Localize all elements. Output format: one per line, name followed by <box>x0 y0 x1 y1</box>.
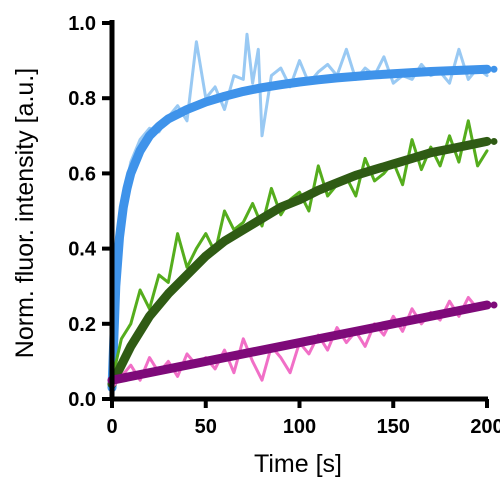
x-tick-label-50: 50 <box>195 416 217 438</box>
series-2-raw-line <box>110 119 489 382</box>
y-tick-label-0.2: 0.2 <box>68 314 96 336</box>
y-axis-title: Norm. fluor. intensity [a.u.] <box>11 68 39 358</box>
series-layer <box>107 32 492 393</box>
x-axis-title: Time [s] <box>254 450 342 478</box>
y-tick-label-0.6: 0.6 <box>68 163 96 185</box>
series-end-marker-2 <box>490 301 498 309</box>
x-tick-label-100: 100 <box>283 416 316 438</box>
x-tick-label-150: 150 <box>377 416 410 438</box>
ticks-layer: 0 50 100 150 200 0.0 0.2 0.4 0.6 0.8 1.0 <box>68 13 500 438</box>
y-tick-label-0.0: 0.0 <box>68 389 96 411</box>
series-end-marker-1 <box>490 137 498 145</box>
markers-layer <box>490 65 498 309</box>
x-tick-label-0: 0 <box>106 416 117 438</box>
y-tick-label-0.8: 0.8 <box>68 88 96 110</box>
x-tick-label-200: 200 <box>470 416 500 438</box>
series-end-marker-0 <box>490 65 498 73</box>
y-tick-label-1.0: 1.0 <box>68 13 96 35</box>
series-5-fit-line <box>107 300 492 385</box>
series-0-raw-line <box>110 32 489 393</box>
y-tick-label-0.4: 0.4 <box>68 239 97 261</box>
series-3-fit-line <box>107 136 492 389</box>
series-1-fit-line <box>107 64 492 393</box>
